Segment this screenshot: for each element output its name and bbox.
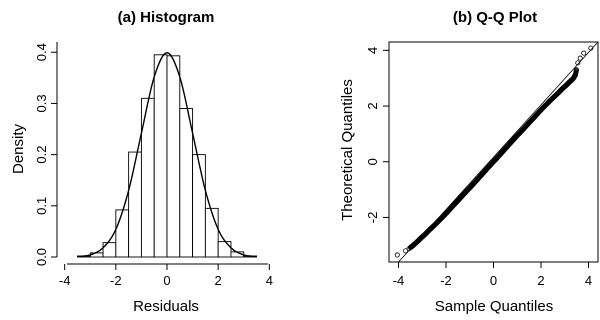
y-axis-ticks: -2 0 2 4 bbox=[365, 47, 389, 223]
qq-point bbox=[588, 45, 594, 51]
qq-title: (b) Q-Q Plot bbox=[453, 9, 537, 26]
y-axis-label: Theoretical Quantiles bbox=[339, 79, 356, 221]
histogram-title: (a) Histogram bbox=[118, 9, 215, 26]
histogram-bar bbox=[153, 54, 168, 258]
histogram-bar bbox=[128, 151, 142, 258]
qq-point bbox=[575, 60, 581, 66]
qq-point bbox=[581, 50, 587, 56]
histogram-bar bbox=[192, 154, 206, 258]
x-tick-label: -2 bbox=[110, 273, 122, 288]
y-tick-label: 4 bbox=[365, 47, 380, 54]
x-axis-label: Residuals bbox=[133, 298, 199, 315]
x-axis-ticks: -4 -2 0 2 4 bbox=[393, 262, 592, 288]
x-tick-label: 0 bbox=[490, 273, 497, 288]
x-tick-label: 2 bbox=[215, 273, 222, 288]
density-curve bbox=[77, 52, 257, 258]
x-tick-label: 4 bbox=[266, 273, 273, 288]
qq-point bbox=[577, 55, 583, 61]
x-tick-label: -2 bbox=[440, 273, 452, 288]
y-axis-ticks: 0.0 0.1 0.2 0.3 0.4 bbox=[34, 43, 57, 266]
qq-plot-box bbox=[388, 41, 599, 263]
qq-panel: (b) Q-Q Plot -4 -2 0 2 4 -2 0 2 4 Sample Quanti… bbox=[339, 9, 599, 315]
histogram-bar bbox=[115, 209, 130, 258]
histogram-bars bbox=[77, 54, 257, 258]
qq-point bbox=[573, 67, 579, 73]
y-tick-label: 0.0 bbox=[34, 248, 49, 266]
histogram-bar bbox=[204, 207, 219, 258]
qq-point bbox=[403, 248, 409, 254]
x-tick-label: -4 bbox=[59, 273, 71, 288]
y-tick-label: -2 bbox=[365, 212, 380, 224]
y-tick-label: 0.4 bbox=[34, 43, 49, 61]
y-axis-label: Density bbox=[10, 123, 27, 174]
y-tick-label: 2 bbox=[365, 102, 380, 109]
qq-point bbox=[394, 252, 400, 258]
histogram-bar bbox=[179, 108, 194, 258]
y-tick-label: 0.2 bbox=[34, 146, 49, 164]
y-tick-label: 0 bbox=[365, 158, 380, 165]
x-tick-label: 2 bbox=[537, 273, 544, 288]
x-tick-label: -4 bbox=[393, 273, 405, 288]
x-tick-label: 0 bbox=[163, 273, 170, 288]
x-tick-label: 4 bbox=[585, 273, 592, 288]
x-axis-label: Sample Quantiles bbox=[435, 298, 553, 315]
histogram-bar bbox=[166, 55, 181, 258]
x-axis-ticks: -4 -2 0 2 4 bbox=[59, 264, 273, 288]
y-tick-label: 0.3 bbox=[34, 94, 49, 112]
histogram-panel: (a) Histogram -4 -2 0 2 4 0.0 0.1 0.2 0.3 0.4 Re… bbox=[10, 9, 273, 315]
qq-points bbox=[394, 45, 594, 258]
y-tick-label: 0.1 bbox=[34, 197, 49, 215]
histogram-bar bbox=[217, 241, 232, 258]
